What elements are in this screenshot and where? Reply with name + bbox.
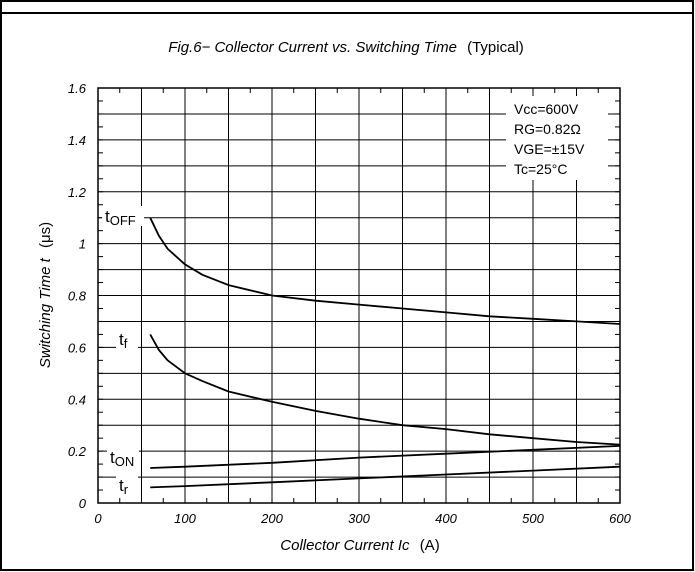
series-label-tr: tr [119, 476, 129, 497]
labels: 0 100 200 300 400 500 600 0 0.2 0.4 0.6 0.8 1 1.2 1.4 1… [68, 81, 632, 526]
x-tick-label: 600 [609, 511, 631, 526]
x-tick-label: 200 [260, 511, 283, 526]
x-axis-unit: (A) [420, 537, 440, 554]
series-line-ton [150, 445, 621, 469]
axes [97, 87, 621, 504]
series-label-ton: tON [110, 448, 134, 469]
series-label-bg [102, 206, 144, 226]
series-label-bg [116, 475, 138, 495]
series-label-bg [107, 447, 139, 467]
y-tick-label: 1 [79, 237, 86, 252]
x-tick-label: 300 [348, 511, 370, 526]
x-axis-label: Collector Current Ic (A) [280, 537, 439, 554]
y-axis-label-text: Switching Time t [37, 257, 54, 368]
y-tick-label: 0 [79, 496, 87, 511]
y-tick-label: 1.6 [68, 81, 87, 96]
series-line-tr [150, 465, 621, 489]
condition-rg: RG=0.82Ω [514, 121, 581, 137]
condition-vge: VGE=±15V [514, 141, 585, 157]
series-label-bg [116, 329, 138, 349]
x-tick-label: 100 [174, 511, 196, 526]
condition-vcc: Vcc=600V [514, 101, 579, 117]
series-line-toff [149, 217, 621, 325]
series-label-toff: tOFF [105, 207, 136, 228]
conditions-box [506, 96, 608, 180]
y-axis-unit: (μs) [37, 222, 54, 248]
x-tick-label: 400 [435, 511, 457, 526]
y-tick-label: 0.2 [68, 444, 87, 459]
series [149, 217, 621, 489]
series-line-tf [149, 333, 621, 446]
y-tick-label: 0.4 [68, 392, 86, 407]
x-tick-label: 0 [94, 511, 102, 526]
plot-area-border [97, 87, 621, 504]
y-tick-label: 0.8 [68, 289, 87, 304]
y-tick-label: 1.2 [68, 185, 87, 200]
series-label-tf: tf [119, 330, 128, 351]
chart-title-text: Fig.6− Collector Current vs. Switching T… [168, 39, 457, 56]
condition-tc: Tc=25°C [514, 161, 567, 177]
chart-title: Fig.6− Collector Current vs. Switching T… [168, 39, 524, 56]
x-axis-label-text: Collector Current Ic [280, 537, 410, 554]
y-axis-label: Switching Time t (μs) [37, 222, 54, 368]
chart-title-suffix: (Typical) [467, 39, 524, 56]
y-tick-label: 0.6 [68, 340, 87, 355]
x-tick-label: 500 [522, 511, 544, 526]
y-tick-label: 1.4 [68, 133, 86, 148]
